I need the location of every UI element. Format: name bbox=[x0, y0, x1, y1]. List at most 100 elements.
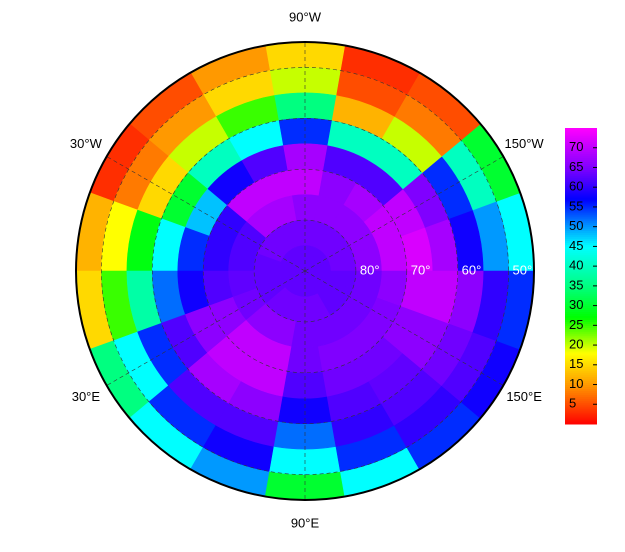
colorbar-segment bbox=[565, 135, 597, 139]
colorbar-tick-label: 5 bbox=[569, 396, 576, 411]
meridian-line bbox=[106, 156, 306, 272]
colorbar-segment bbox=[565, 327, 597, 330]
colorbar-segment bbox=[565, 368, 597, 372]
colorbar-segment bbox=[565, 133, 597, 137]
colorbar-tick-label: 35 bbox=[569, 277, 583, 292]
colorbar-segment bbox=[565, 416, 597, 419]
colorbar-segment bbox=[565, 167, 597, 170]
colorbar-segment bbox=[565, 272, 597, 275]
map-border bbox=[75, 41, 535, 501]
colorbar-segment bbox=[565, 145, 597, 149]
colorbar-segment bbox=[565, 376, 597, 380]
colorbar-segment bbox=[565, 193, 597, 196]
colorbar-tick-label: 60 bbox=[569, 179, 583, 194]
colorbar-segment bbox=[565, 173, 597, 176]
colorbar-segment bbox=[565, 161, 597, 165]
colorbar-segment bbox=[565, 202, 597, 206]
colorbar-segment bbox=[565, 412, 597, 415]
colorbar-segment bbox=[565, 398, 597, 401]
colorbar-segment bbox=[565, 183, 597, 186]
colorbar-segment bbox=[565, 291, 597, 295]
colorbar-segment bbox=[565, 264, 597, 267]
colorbar-segment bbox=[565, 307, 597, 311]
colorbar-segment bbox=[565, 199, 597, 202]
meridian-line bbox=[304, 270, 504, 386]
colorbar-segment bbox=[565, 281, 597, 285]
colorbar-tick-label: 70 bbox=[569, 139, 583, 154]
colorbar-segment bbox=[565, 295, 597, 299]
colorbar-segment bbox=[565, 260, 597, 263]
colorbar-segment bbox=[565, 283, 597, 287]
colorbar-segment bbox=[565, 356, 597, 360]
colorbar-segment bbox=[565, 195, 597, 198]
colorbar-segment bbox=[565, 177, 597, 180]
colorbar-segment bbox=[565, 262, 597, 265]
colorbar-segment bbox=[565, 240, 597, 243]
colorbar-segment bbox=[565, 325, 597, 328]
colorbar-segment bbox=[565, 139, 597, 143]
colorbar-segment bbox=[565, 289, 597, 293]
colorbar-tick-label: 50 bbox=[569, 218, 583, 233]
colorbar-segment bbox=[565, 171, 597, 174]
colorbar-segment bbox=[565, 222, 597, 226]
colorbar-segment bbox=[565, 220, 597, 224]
colorbar-segment bbox=[565, 250, 597, 253]
colorbar-segment bbox=[565, 410, 597, 413]
latitude-label: 50° bbox=[513, 262, 533, 277]
colorbar-segment bbox=[565, 210, 597, 214]
colorbar-segment bbox=[565, 378, 597, 382]
colorbar-segment bbox=[565, 335, 597, 338]
colorbar-segment bbox=[565, 228, 597, 232]
colorbar-segment bbox=[565, 315, 597, 318]
colorbar-segment bbox=[565, 179, 597, 182]
colorbar-segment bbox=[565, 191, 597, 194]
meridian-line bbox=[106, 270, 306, 386]
meridian-line bbox=[304, 156, 504, 272]
colorbar-segment bbox=[565, 147, 597, 151]
longitude-label: 30°E bbox=[72, 389, 101, 404]
colorbar-segment bbox=[565, 165, 597, 168]
colorbar-segment bbox=[565, 232, 597, 236]
colorbar-segment bbox=[565, 153, 597, 157]
longitude-label: 90°W bbox=[289, 9, 322, 24]
colorbar-segment bbox=[565, 309, 597, 313]
longitude-label: 150°E bbox=[506, 389, 542, 404]
colorbar-segment bbox=[565, 258, 597, 261]
colorbar-segment bbox=[565, 285, 597, 289]
colorbar-segment bbox=[565, 358, 597, 362]
latitude-label: 80° bbox=[360, 262, 380, 277]
colorbar-segment bbox=[565, 366, 597, 370]
colorbar-segment bbox=[565, 151, 597, 155]
longitude-label: 150°W bbox=[505, 136, 545, 151]
latitude-label: 60° bbox=[462, 262, 482, 277]
colorbar-segment bbox=[565, 370, 597, 374]
colorbar-segment bbox=[565, 254, 597, 257]
colorbar-segment bbox=[565, 157, 597, 161]
colorbar-segment bbox=[565, 406, 597, 409]
colorbar-segment bbox=[565, 329, 597, 332]
colorbar-segment bbox=[565, 352, 597, 356]
colorbar-segment bbox=[565, 388, 597, 391]
colorbar-segment bbox=[565, 248, 597, 251]
colorbar-segment bbox=[565, 276, 597, 279]
colorbar-segment bbox=[565, 159, 597, 163]
colorbar-segment bbox=[565, 400, 597, 403]
colorbar-segment bbox=[565, 268, 597, 271]
colorbar-segment bbox=[565, 386, 597, 389]
colorbar-segment bbox=[565, 206, 597, 210]
colorbar-tick-label: 15 bbox=[569, 356, 583, 371]
colorbar-segment bbox=[565, 372, 597, 376]
colorbar-segment bbox=[565, 392, 597, 395]
colorbar-segment bbox=[565, 313, 597, 316]
colorbar-segment bbox=[565, 297, 597, 301]
colorbar-segment bbox=[565, 197, 597, 200]
colorbar-segment bbox=[565, 208, 597, 212]
latitude-line bbox=[101, 67, 509, 475]
colorbar-segment bbox=[565, 364, 597, 368]
colorbar-segment bbox=[565, 175, 597, 178]
colorbar-tick-label: 25 bbox=[569, 317, 583, 332]
colorbar-segment bbox=[565, 224, 597, 228]
colorbar-tick-label: 45 bbox=[569, 238, 583, 253]
colorbar-segment bbox=[565, 347, 597, 350]
